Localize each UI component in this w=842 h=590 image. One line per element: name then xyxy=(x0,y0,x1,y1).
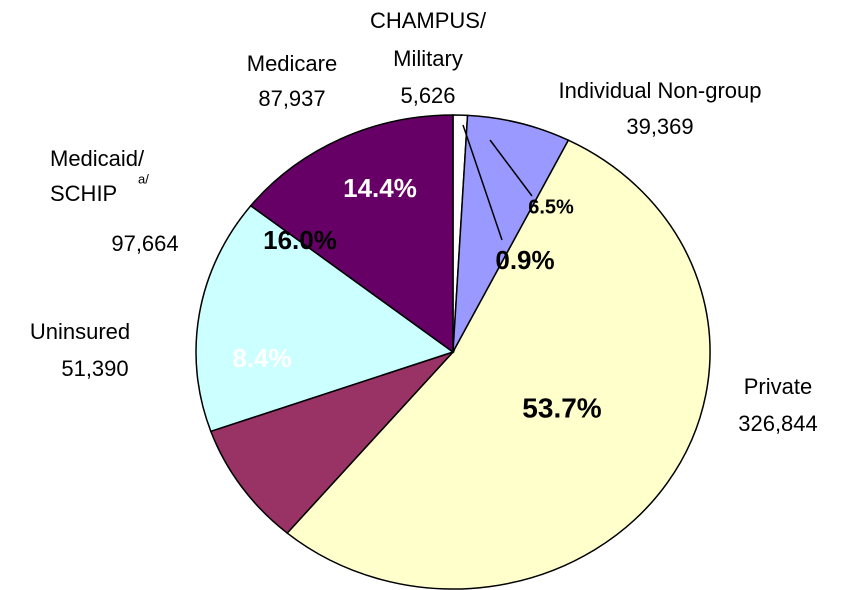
category-label: Individual Non-group xyxy=(558,78,761,103)
pie-slice xyxy=(195,204,455,433)
pie-slice xyxy=(209,350,456,535)
count-label: 51,390 xyxy=(61,356,128,381)
value-label: 6.5% xyxy=(528,196,574,218)
value-label: 8.4% xyxy=(232,343,291,373)
category-label: Medicare xyxy=(247,51,337,76)
leader-line xyxy=(489,139,533,197)
count-label: 97,664 xyxy=(111,231,178,256)
value-label: 16.0% xyxy=(263,225,337,255)
footnote-marker: a/ xyxy=(138,171,149,186)
category-label: CHAMPUS/ xyxy=(370,8,487,33)
category-label: Uninsured xyxy=(30,319,130,344)
value-label: 0.9% xyxy=(495,245,554,275)
pie-slice xyxy=(286,139,711,590)
value-label: 53.7% xyxy=(522,392,601,423)
count-label: 5,626 xyxy=(400,83,455,108)
category-label: Private xyxy=(744,374,812,399)
pie-slice xyxy=(249,114,454,354)
category-label: Military xyxy=(393,46,463,71)
count-label: 326,844 xyxy=(738,411,818,436)
category-label: SCHIP xyxy=(50,181,117,206)
value-label: 14.4% xyxy=(343,173,417,203)
leader-line xyxy=(462,124,503,241)
count-label: 87,937 xyxy=(258,86,325,111)
category-label: Medicaid/ xyxy=(50,146,145,171)
count-label: 39,369 xyxy=(626,114,693,139)
